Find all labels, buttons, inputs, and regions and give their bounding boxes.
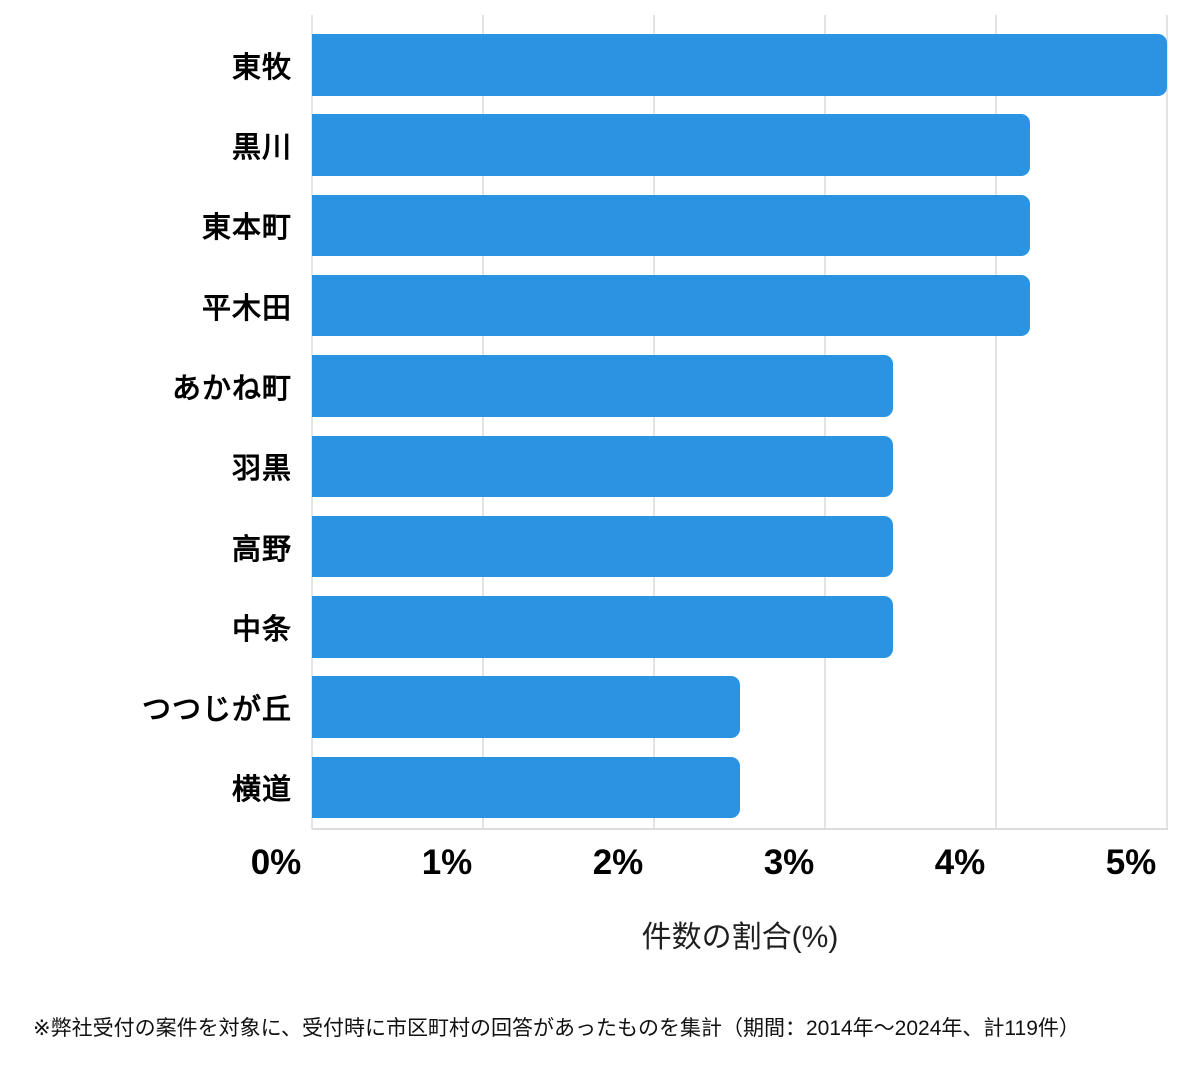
x-axis-title: 件数の割合(%) xyxy=(641,921,839,954)
bar xyxy=(312,114,1031,176)
footnote: ※弊社受付の案件を対象に、受付時に市区町村の回答があったものを集計（期間：201… xyxy=(33,1017,1080,1040)
bar xyxy=(312,676,740,738)
bar xyxy=(312,355,894,417)
gridline xyxy=(824,15,826,829)
bar xyxy=(312,596,894,658)
category-label: 横道 xyxy=(231,774,292,807)
bar xyxy=(312,515,894,578)
x-axis-line xyxy=(312,828,1168,830)
category-label: 中条 xyxy=(231,613,292,646)
x-tick-label: 4% xyxy=(934,843,986,882)
x-tick-label: 5% xyxy=(1105,843,1157,882)
bar xyxy=(312,274,1031,337)
category-label: 羽黒 xyxy=(231,453,292,486)
x-tick-label: 0% xyxy=(250,843,302,882)
category-label: 東牧 xyxy=(231,51,292,84)
bar xyxy=(312,756,740,819)
bar xyxy=(312,34,1167,96)
category-label: あかね町 xyxy=(171,372,292,405)
category-label: 高野 xyxy=(231,533,292,566)
gridline xyxy=(311,15,313,829)
category-label: 黒川 xyxy=(231,132,292,165)
bar xyxy=(312,194,1031,257)
bar xyxy=(312,435,894,497)
category-label: 平木田 xyxy=(201,292,292,325)
category-label: つつじが丘 xyxy=(141,694,292,727)
x-tick-label: 1% xyxy=(421,843,473,882)
gridline xyxy=(1166,15,1168,829)
x-tick-label: 2% xyxy=(592,843,644,882)
x-tick-label: 3% xyxy=(763,843,815,882)
category-label: 東本町 xyxy=(201,212,292,245)
gridline xyxy=(482,15,484,829)
gridline xyxy=(653,15,655,829)
gridline xyxy=(995,15,997,829)
